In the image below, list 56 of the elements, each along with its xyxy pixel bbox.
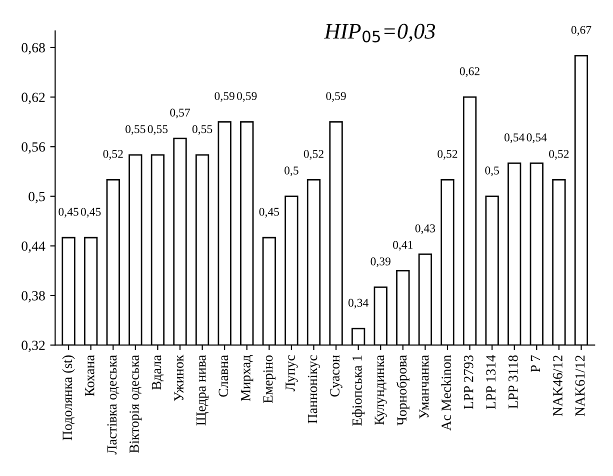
x-tick-label: Кохана [85,355,94,396]
data-label: 0,5 [485,166,499,176]
data-label: 0,41 [393,240,413,251]
x-tick-label: Ефіопська 1 [352,356,365,426]
y-tick-label: 0,44 [22,241,46,253]
x-tick-label: Ac Meckinon [441,355,451,431]
x-tick-label: Уманчанка [419,355,429,419]
data-label: 0,5 [284,166,298,176]
x-tick-label: Кулундинка [374,355,387,425]
x-tick-label: Паннонікус [308,355,320,424]
data-label: 0,34 [348,298,368,308]
x-tick-label: LPP 2793 [464,355,474,410]
y-tick-label: 0,32 [22,340,45,352]
x-tick-label: Мирхад [241,355,254,402]
data-label: 0,54 [526,133,547,144]
data-label: 0,52 [438,150,458,160]
x-tick-label: Чорноброва [396,355,410,426]
data-label: 0,45 [80,208,101,218]
data-label: 0,67 [571,26,592,36]
data-label: 0,45 [58,208,78,218]
x-tick-label: Ужинок [174,354,184,402]
data-label: 0,54 [504,133,525,144]
y-tick-label: 0,56 [22,142,46,154]
data-label: 0,43 [415,224,436,234]
x-tick-label: Славна [218,355,228,397]
y-tick-label: 0,68 [22,43,45,54]
data-label: 0,52 [103,150,123,160]
y-tick-label: 0,5 [28,192,45,204]
data-label: 0,55 [148,125,168,135]
x-tick-label: NAK61/12 [575,356,585,416]
x-tick-label: Ластівка одеська [107,355,120,454]
data-label: 0,59 [236,92,257,102]
x-tick-label: LPP 1314 [486,355,496,410]
x-tick-label: Подолянка (st) [62,355,75,440]
data-label: 0,52 [549,150,569,160]
data-label: 0,59 [214,92,234,102]
x-tick-label: P 7 [530,355,540,372]
y-tick-label: 0,38 [22,291,45,302]
x-tick-label: Емеріно [263,355,276,404]
y-tick-label: 0,62 [22,92,45,104]
x-tick-label: Лупус [286,355,298,392]
x-tick-label: Щедра нива [196,355,209,426]
annotation: HIP$_{05}$=0,03 [324,24,436,42]
data-label: 0,52 [304,150,324,160]
data-label: 0,55 [192,125,212,135]
data-label: 0,59 [326,92,346,102]
x-tick-label: Вікторія одеська [130,355,142,453]
data-label: 0,55 [126,125,146,135]
data-label: 0,57 [170,108,190,118]
data-label: 0,62 [460,67,480,77]
x-tick-label: Суасон [330,355,342,397]
x-tick-label: LPP 3118 [508,355,518,409]
data-label: 0,45 [259,208,280,218]
x-tick-label: NAK46/12 [553,356,562,416]
x-tick-label: Вдала [152,355,164,390]
data-label: 0,39 [370,257,390,268]
